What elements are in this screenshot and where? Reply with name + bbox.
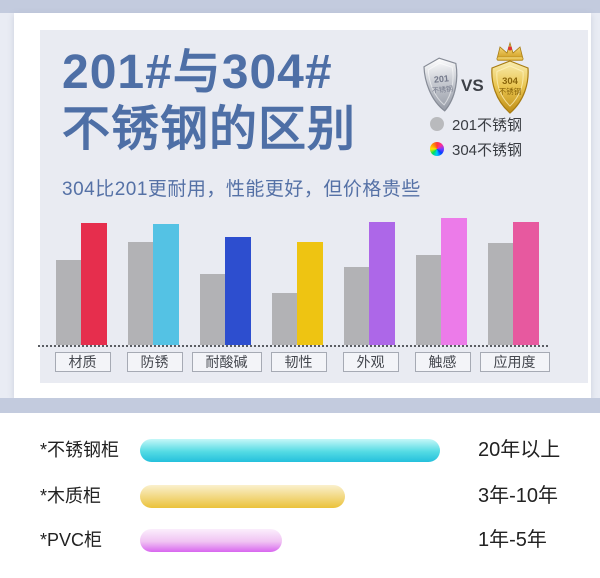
subtitle: 304比201更耐用，性能更好，但价格贵些 <box>62 179 421 200</box>
bar-201-应用度 <box>488 243 513 345</box>
gray-dot-icon <box>430 117 444 131</box>
lifespan-duration: 20年以上 <box>478 439 561 461</box>
legend-label-201: 201不锈钢 <box>452 116 523 134</box>
lifespan-duration: 1年-5年 <box>478 529 547 551</box>
lifespan-pill <box>140 485 345 508</box>
badge-201-text: 不锈钢 <box>432 84 454 95</box>
badge-201-number: 201 <box>433 73 449 85</box>
category-label-触感: 触感 <box>414 352 471 372</box>
bar-201-防锈 <box>128 242 153 345</box>
bar-304-外观 <box>369 222 395 345</box>
lifespan-duration: 3年-10年 <box>478 485 559 507</box>
gold-shield-304-crown-icon: 304 不锈钢 <box>491 41 529 114</box>
bar-201-耐酸碱 <box>200 274 225 345</box>
title-line-1: 201#与304# <box>62 46 333 99</box>
vs-label: VS <box>461 76 484 95</box>
bar-201-韧性 <box>272 293 297 345</box>
cabinet-label: *不锈钢柜 <box>40 440 120 460</box>
lifespan-comparison: *不锈钢柜 20年以上 *木质柜 3年-10年 *PVC柜 1年-5年 <box>0 413 600 578</box>
lifespan-pill <box>140 439 440 462</box>
lifespan-pill <box>140 529 282 552</box>
bar-201-触感 <box>416 255 441 345</box>
bar-201-外观 <box>344 267 369 345</box>
bar-304-材质 <box>81 223 107 345</box>
bar-304-触感 <box>441 218 467 345</box>
legend-item-201: 201不锈钢 <box>430 113 522 135</box>
rainbow-color-wheel-icon <box>430 142 444 156</box>
legend-label-304: 304不锈钢 <box>452 141 523 159</box>
bar-304-韧性 <box>297 242 323 345</box>
category-label-韧性: 韧性 <box>270 352 327 372</box>
cabinet-label: *PVC柜 <box>40 530 103 550</box>
cabinet-label: *木质柜 <box>40 486 102 506</box>
bar-304-耐酸碱 <box>225 237 251 345</box>
category-label-防锈: 防锈 <box>126 352 183 372</box>
badge-304-text: 不锈钢 <box>499 86 522 96</box>
legend-item-304: 304不锈钢 <box>430 138 522 160</box>
bar-304-应用度 <box>513 222 539 345</box>
badge-304-number: 304 <box>502 76 519 87</box>
category-label-外观: 外观 <box>342 352 399 372</box>
title-line-2: 不锈钢的区别 <box>62 103 357 156</box>
legend: 201不锈钢 304不锈钢 <box>430 113 522 163</box>
category-label-应用度: 应用度 <box>479 352 550 372</box>
bar-304-防锈 <box>153 224 179 345</box>
bar-201-材质 <box>56 260 81 345</box>
category-label-耐酸碱: 耐酸碱 <box>191 352 262 372</box>
page-title: 201#与304# 不锈钢的区别 <box>62 44 356 158</box>
category-label-材质: 材质 <box>54 352 111 372</box>
silver-shield-201-icon: 201 不锈钢 <box>423 57 458 112</box>
badge-group: 201 不锈钢 VS 304 不锈钢 <box>420 40 550 120</box>
top-band <box>0 0 600 13</box>
divider-band <box>0 398 600 413</box>
chart-baseline <box>38 345 548 347</box>
bar-chart: 材质 防锈 耐酸碱 韧性 外观 触感 应用度 <box>38 200 560 380</box>
